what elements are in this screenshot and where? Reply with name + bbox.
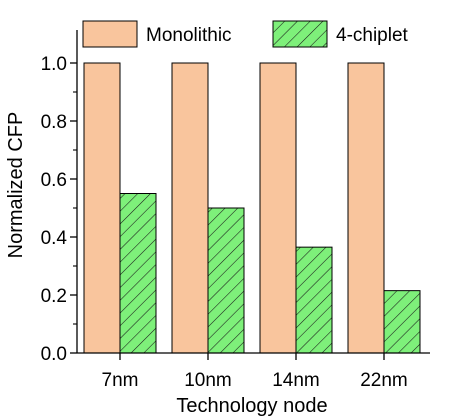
legend-swatch-4-chiplet: [272, 20, 328, 48]
legend-label-4-chiplet: 4-chiplet: [336, 25, 409, 46]
axes-layer: [70, 30, 430, 360]
bar-4-chiplet-22nm: [383, 290, 421, 354]
x-tick-label-14nm: 14nm: [272, 370, 320, 391]
legend-label-monolithic: Monolithic: [146, 25, 232, 46]
bar-monolithic-22nm: [347, 62, 385, 354]
bar-monolithic-10nm: [171, 62, 209, 354]
bars-layer: [83, 62, 421, 354]
x-tick-label-7nm: 7nm: [102, 370, 139, 391]
y-tick-label: 0.4: [41, 228, 68, 249]
bar-monolithic-14nm: [259, 62, 297, 354]
bar-monolithic-7nm: [83, 62, 121, 354]
legend-swatch-monolithic: [82, 20, 138, 48]
y-axis-label: Normalized CFP: [5, 112, 27, 259]
y-tick-label: 0.2: [41, 286, 67, 307]
x-tick-labels: 7nm 10nm 14nm 22nm: [102, 370, 408, 391]
bar-4-chiplet-7nm: [119, 193, 157, 354]
bar-4-chiplet-10nm: [207, 207, 245, 354]
bar-4-chiplet-14nm: [295, 246, 333, 354]
y-tick-labels: 0.0 0.2 0.4 0.6 0.8 1.0: [41, 54, 68, 365]
x-axis-label: Technology node: [176, 395, 327, 417]
y-tick-label: 0.0: [41, 344, 67, 365]
x-tick-label-22nm: 22nm: [360, 370, 408, 391]
y-tick-label: 0.6: [41, 170, 67, 191]
x-tick-label-10nm: 10nm: [184, 370, 232, 391]
legend: Monolithic 4-chiplet: [82, 20, 409, 48]
y-tick-label: 0.8: [41, 112, 67, 133]
y-tick-label: 1.0: [41, 54, 67, 75]
